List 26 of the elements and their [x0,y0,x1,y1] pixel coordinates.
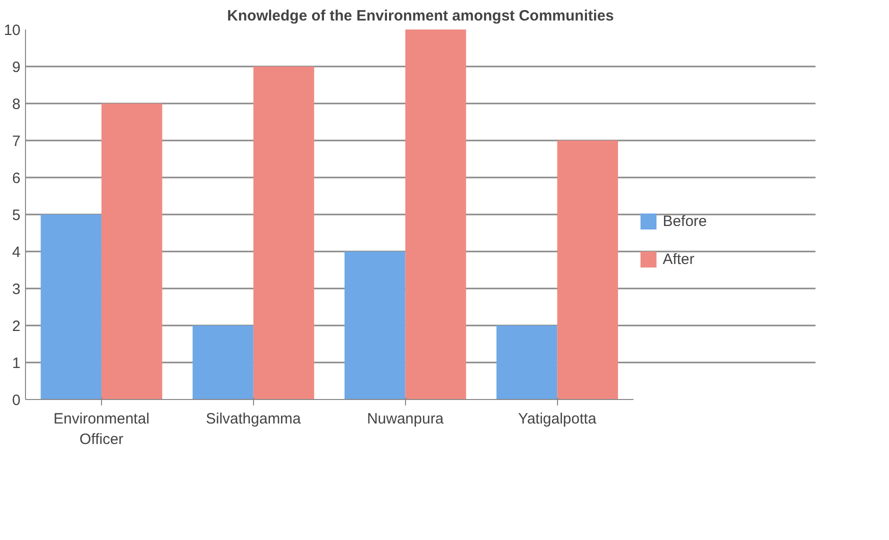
y-tick-label: 6 [12,170,20,187]
y-tick-label: 7 [12,133,20,150]
x-tick-label: Silvathgamma [206,410,302,428]
legend-label: After [662,250,694,268]
bar [101,104,162,400]
bar [192,326,254,400]
bar [253,66,314,400]
chart-title: Knowledge of the Environment amongst Communities [227,8,614,24]
y-tick-label: 2 [12,318,20,335]
y-tick-label: 5 [12,207,20,224]
bar [40,214,102,400]
y-tick-label: 9 [12,59,20,76]
y-tick-label: 3 [12,281,20,298]
x-tick-label: Nuwanpura [366,410,444,428]
bar [496,326,558,400]
x-tick-label: Yatigalpotta [518,410,597,428]
bar [557,140,618,400]
y-tick-label: 10 [4,22,21,39]
bar [344,252,406,400]
legend-label: Before [662,212,707,230]
bar [405,30,466,400]
y-tick-label: 1 [12,355,20,372]
y-tick-label: 0 [12,392,20,409]
y-tick-label: 4 [12,244,20,261]
y-tick-label: 8 [12,96,20,113]
x-tick-label: Environmental Officer [54,410,150,448]
